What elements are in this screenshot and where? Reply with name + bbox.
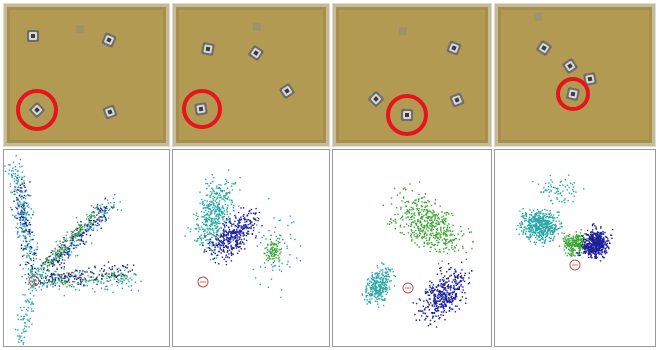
arena-photo-1-svg [3, 3, 170, 147]
arena-shadow [333, 4, 491, 146]
estimate-marker [569, 259, 581, 271]
estimate-marker [402, 282, 414, 294]
highlight-ring [182, 89, 222, 129]
arena-photo-2-svg [172, 3, 330, 147]
robot-3 [583, 72, 597, 86]
robot-4 [566, 87, 580, 101]
robot-1 [446, 40, 462, 56]
particle-plot-2-svg [184, 169, 302, 299]
arena-photo-4-svg [494, 3, 656, 147]
robot-2 [562, 58, 578, 74]
robot-2 [368, 91, 384, 107]
arena-shadow [4, 4, 169, 146]
arena-floor [336, 7, 488, 143]
arena-shadow [173, 4, 329, 146]
robot-4 [400, 108, 414, 122]
particle-plot-4-svg [515, 174, 614, 271]
particle-plot-1-svg [4, 155, 142, 345]
particle-plot-2 [172, 149, 330, 347]
robot-1 [536, 40, 552, 56]
robot-2 [101, 32, 117, 48]
particle-plot-4 [494, 149, 656, 347]
robot-1 [27, 30, 39, 42]
arena-photo-1 [3, 3, 170, 147]
robot-3 [279, 83, 295, 99]
estimate-marker [197, 276, 209, 288]
floor-tile [399, 27, 407, 35]
particle-plot-3 [332, 149, 492, 347]
robot-2 [248, 45, 264, 61]
floor-tile [253, 23, 261, 31]
robot-3 [29, 102, 45, 118]
arena-floor [498, 7, 652, 143]
robot-4 [102, 104, 118, 120]
robot-1 [201, 42, 215, 56]
floor-tile [76, 25, 84, 33]
arena-photo-3 [332, 3, 492, 147]
particle-plot-1 [3, 149, 170, 347]
arena-shadow [495, 4, 655, 146]
arena-photo-3-svg [332, 3, 492, 147]
floor-tile [534, 13, 542, 21]
highlight-ring [16, 89, 58, 131]
robot-3 [449, 92, 465, 108]
arena-photo-2 [172, 3, 330, 147]
estimate-marker [28, 275, 40, 287]
arena-photo-4 [494, 3, 656, 147]
highlight-ring [556, 77, 590, 111]
highlight-ring [386, 94, 428, 136]
arena-floor [176, 7, 326, 143]
robot-4 [194, 102, 208, 116]
particle-plot-3-svg [361, 181, 474, 328]
arena-floor [7, 7, 166, 143]
